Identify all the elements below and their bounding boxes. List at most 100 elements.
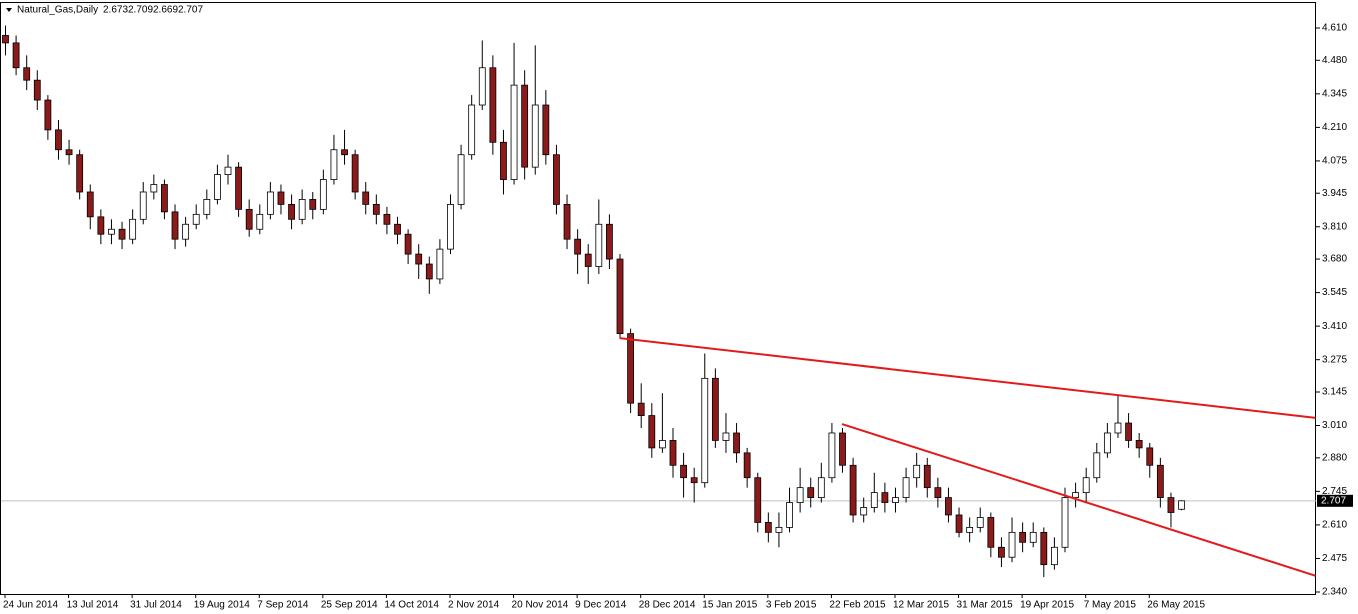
header-value: 2.673 xyxy=(103,5,128,16)
x-tick-label: 15 Jan 2015 xyxy=(702,600,757,611)
candle-body xyxy=(150,184,158,193)
candle-body xyxy=(1029,531,1037,543)
chart-title: Natural_Gas,Daily xyxy=(17,5,98,16)
x-tick-label: 31 Jul 2014 xyxy=(130,600,182,611)
candle-body xyxy=(44,99,52,131)
candle-body xyxy=(224,166,232,175)
price-label-box xyxy=(1317,494,1353,507)
candle-body xyxy=(807,487,815,498)
y-tick-label: 4.210 xyxy=(1322,122,1347,133)
candle-body xyxy=(987,517,995,548)
candle-body xyxy=(775,527,783,533)
candle-body xyxy=(1146,447,1154,466)
candle-body xyxy=(118,228,126,240)
candle-body xyxy=(468,104,476,156)
candle-body xyxy=(478,67,486,106)
x-tick-label: 24 Jun 2014 xyxy=(3,600,58,611)
candle-body xyxy=(786,502,793,528)
x-tick-label: 12 Mar 2015 xyxy=(893,600,950,611)
candle-body xyxy=(182,223,190,240)
header-values: 2.673 2.709 2.669 2.707 xyxy=(103,5,203,16)
candle-body xyxy=(542,104,550,156)
x-tick-label: 20 Nov 2014 xyxy=(512,600,569,611)
candle-body xyxy=(245,208,253,230)
candle-body xyxy=(627,333,635,404)
candle-body xyxy=(743,452,751,479)
candle-body xyxy=(902,477,910,498)
candle-body xyxy=(298,199,306,220)
y-tick-label: 4.075 xyxy=(1322,156,1347,167)
candle-body xyxy=(892,497,899,503)
y-tick-label: 4.610 xyxy=(1322,23,1347,34)
candle-body xyxy=(383,213,391,225)
candle-body xyxy=(584,253,592,267)
candle-body xyxy=(76,154,84,193)
candle-body xyxy=(637,402,645,416)
candle-body xyxy=(616,258,624,335)
candle-body xyxy=(129,218,137,240)
candle-body xyxy=(213,174,221,200)
candle-body xyxy=(966,527,974,533)
y-tick-label: 2.880 xyxy=(1322,452,1347,463)
x-tick-label: 14 Oct 2014 xyxy=(384,600,439,611)
candle-body xyxy=(1008,531,1016,558)
candle-body xyxy=(1082,477,1090,494)
y-tick-label: 4.480 xyxy=(1322,55,1347,66)
x-tick-label: 7 Sep 2014 xyxy=(257,600,309,611)
candle-body xyxy=(945,497,952,516)
candle-body xyxy=(860,507,868,516)
candle-body xyxy=(934,487,942,498)
y-tick-label: 3.410 xyxy=(1322,321,1347,332)
candle-body xyxy=(266,191,274,215)
candle-body xyxy=(277,191,285,205)
plot-frame xyxy=(0,2,1316,595)
y-tick-label: 2.475 xyxy=(1322,553,1347,564)
x-tick-label: 26 May 2015 xyxy=(1147,600,1205,611)
header-value: 2.709 xyxy=(128,5,153,16)
plot xyxy=(1,25,1316,578)
candle-body xyxy=(457,154,465,205)
y-tick-label: 3.810 xyxy=(1322,221,1347,232)
y-tick-label: 3.145 xyxy=(1322,387,1347,398)
x-tick-label: 7 May 2015 xyxy=(1084,600,1137,611)
y-tick-label: 2.610 xyxy=(1322,520,1347,531)
candle-body xyxy=(711,377,719,441)
x-tick-label: 2 Nov 2014 xyxy=(448,600,500,611)
candle-body xyxy=(1167,497,1175,513)
candle-body xyxy=(309,199,317,210)
candle-body xyxy=(796,487,804,503)
candle-body xyxy=(33,79,41,101)
candle-body xyxy=(55,129,62,151)
candle-body xyxy=(1019,531,1027,543)
y-tick-label: 2.340 xyxy=(1322,587,1347,598)
trendline xyxy=(619,337,1316,419)
candle-body xyxy=(1093,452,1101,479)
candle-body xyxy=(404,233,412,255)
candle-body xyxy=(722,432,730,441)
y-tick-label: 4.345 xyxy=(1322,88,1347,99)
candle-body xyxy=(764,522,772,533)
candle-body xyxy=(330,149,338,180)
candle-body xyxy=(351,154,359,193)
candle-body xyxy=(97,216,105,235)
candle-body xyxy=(12,42,20,69)
candle-body xyxy=(521,84,529,168)
candle-body xyxy=(701,377,709,484)
candle-body xyxy=(171,211,179,240)
x-tick-label: 9 Dec 2014 xyxy=(575,600,627,611)
candle-body xyxy=(1061,497,1069,548)
candle-body xyxy=(161,184,168,213)
candle-body xyxy=(436,248,444,280)
candle-body xyxy=(669,440,677,466)
candle-body xyxy=(65,149,73,156)
x-tick-label: 25 Sep 2014 xyxy=(321,600,378,611)
candle-body xyxy=(817,477,825,498)
y-tick-label: 2.745 xyxy=(1322,486,1347,497)
candle-body xyxy=(881,492,889,503)
y-tick-label: 3.945 xyxy=(1322,188,1347,199)
candle-body xyxy=(425,263,433,280)
x-tick-label: 13 Jul 2014 xyxy=(67,600,119,611)
candle-body xyxy=(288,204,295,220)
y-tick-label: 3.680 xyxy=(1322,254,1347,265)
